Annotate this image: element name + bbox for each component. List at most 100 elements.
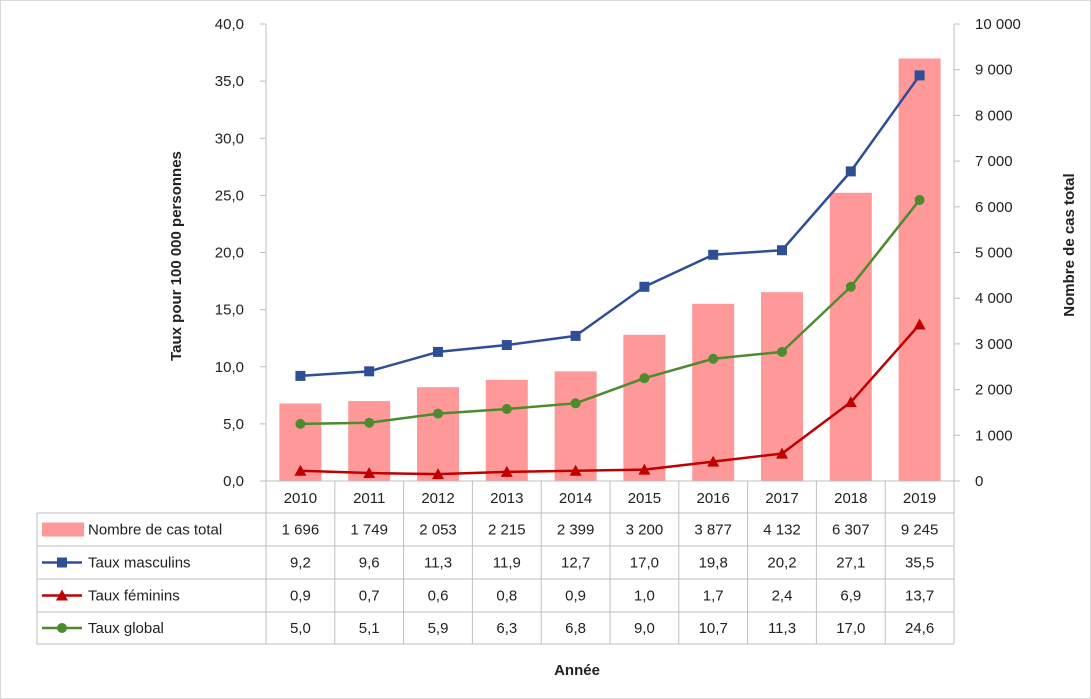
table-header-year: 2013 xyxy=(490,490,523,507)
point-2-2012 xyxy=(432,468,444,480)
data-label: 2,4 xyxy=(772,588,793,605)
legend-key-marker xyxy=(57,623,67,633)
legend-series-name: Nombre de cas total xyxy=(88,522,222,539)
point-1-2019 xyxy=(914,70,925,81)
axes-layer: 0,0 5,0 10,0 15,0 20,0 25,0 30,0 35,0 40,0 0 1 000… xyxy=(215,16,1021,490)
data-label: 24,6 xyxy=(905,620,934,637)
data-label: 17,0 xyxy=(836,620,865,637)
point-2-2013 xyxy=(500,465,513,477)
y2-tick-label: 5 000 xyxy=(975,245,1013,262)
legend-series-name: Taux féminins xyxy=(88,588,180,605)
data-label: 0,9 xyxy=(290,588,311,605)
data-label: 3 877 xyxy=(694,522,732,539)
line-3 xyxy=(300,199,921,426)
table-header-year: 2010 xyxy=(284,490,317,507)
point-2-2016 xyxy=(707,455,720,467)
legend-key-bar xyxy=(42,522,84,537)
point-1-2017 xyxy=(777,245,787,256)
point-1-2012 xyxy=(433,346,443,357)
point-3-2015 xyxy=(639,373,650,384)
data-label: 5,9 xyxy=(428,620,449,637)
data-label: 6,9 xyxy=(840,588,861,605)
data-label: 2 399 xyxy=(557,522,595,539)
y2-tick-label: 7 000 xyxy=(975,153,1013,170)
legend-key-marker xyxy=(56,589,68,601)
data-label: 6,3 xyxy=(496,620,517,637)
data-label: 9,0 xyxy=(634,620,655,637)
table-header-year: 2017 xyxy=(765,490,798,507)
point-1-2010 xyxy=(295,370,306,381)
data-label: 0,8 xyxy=(496,588,517,605)
data-label: 1 749 xyxy=(350,522,388,539)
point-2-2011 xyxy=(363,467,376,479)
bar-2019 xyxy=(898,58,941,481)
data-label: 1 696 xyxy=(282,522,320,539)
data-label: 19,8 xyxy=(699,555,728,572)
bar-2015 xyxy=(623,334,666,481)
axis-titles: Taux pour 100 000 personnes Nombre de ca… xyxy=(168,151,1078,679)
y-tick-label: 0,0 xyxy=(223,473,244,490)
point-3-2019 xyxy=(914,194,925,205)
data-label: 1,0 xyxy=(634,588,655,605)
point-1-2016 xyxy=(708,249,719,260)
data-label: 0,9 xyxy=(565,588,586,605)
y-tick-label: 25,0 xyxy=(215,187,244,204)
table-header-year: 2019 xyxy=(903,490,936,507)
line-series-layer xyxy=(294,70,926,480)
data-label: 11,3 xyxy=(768,620,796,637)
point-1-2013 xyxy=(501,340,512,351)
data-label: 27,1 xyxy=(836,555,865,572)
data-label: 4 132 xyxy=(763,522,801,539)
bar-2013 xyxy=(485,379,528,481)
point-2-2019 xyxy=(913,318,926,330)
point-2-2017 xyxy=(776,447,788,459)
data-table: 2010 2011 2012 2013 2014 2015 2016 2017 2018 2019… xyxy=(36,480,955,645)
point-1-2018 xyxy=(845,166,856,177)
legend-key-marker xyxy=(57,557,67,568)
bar-2018 xyxy=(829,192,872,482)
table-header-year: 2014 xyxy=(559,490,592,507)
data-label: 5,1 xyxy=(359,620,380,637)
y2-tick-label: 3 000 xyxy=(975,336,1013,353)
y2-tick-label: 4 000 xyxy=(975,290,1013,307)
data-label: 2 215 xyxy=(488,522,526,539)
data-label: 5,0 xyxy=(290,620,311,637)
y2-tick-label: 6 000 xyxy=(975,199,1013,216)
y2-axis-title: Nombre de cas total xyxy=(1061,173,1078,316)
line-2 xyxy=(300,323,921,476)
y-tick-label: 10,0 xyxy=(215,359,244,376)
data-label: 6 307 xyxy=(832,522,870,539)
data-label: 12,7 xyxy=(561,555,590,572)
table-header-year: 2012 xyxy=(421,490,454,507)
y2-tick-label: 1 000 xyxy=(975,427,1013,444)
y-tick-label: 5,0 xyxy=(223,416,244,433)
table-header-year: 2015 xyxy=(628,490,661,507)
data-label: 9,2 xyxy=(290,555,311,572)
point-3-2018 xyxy=(845,281,856,292)
y-tick-label: 30,0 xyxy=(215,130,244,147)
y2-tick-label: 10 000 xyxy=(975,16,1021,33)
y2-tick-label: 2 000 xyxy=(975,382,1013,399)
point-1-2011 xyxy=(364,366,375,377)
point-3-2011 xyxy=(364,417,375,428)
point-2-2015 xyxy=(638,463,651,475)
data-label: 20,2 xyxy=(767,555,796,572)
legend-series-name: Taux masculins xyxy=(88,555,191,572)
point-2-2010 xyxy=(294,464,307,476)
point-3-2014 xyxy=(570,398,581,409)
y-tick-label: 15,0 xyxy=(215,302,244,319)
data-label: 13,7 xyxy=(905,588,934,605)
data-label: 0,7 xyxy=(359,588,380,605)
table-header-year: 2011 xyxy=(353,490,385,507)
y2-tick-label: 9 000 xyxy=(975,62,1013,79)
data-label: 3 200 xyxy=(626,522,664,539)
legend-series-name: Taux global xyxy=(88,620,164,637)
bar-2016 xyxy=(692,303,735,481)
y-tick-label: 20,0 xyxy=(215,245,244,262)
data-label: 0,6 xyxy=(428,588,449,605)
point-3-2013 xyxy=(501,404,512,415)
data-label: 9,6 xyxy=(359,555,380,572)
y-axis-title: Taux pour 100 000 personnes xyxy=(168,151,185,361)
data-label: 11,9 xyxy=(493,555,521,572)
